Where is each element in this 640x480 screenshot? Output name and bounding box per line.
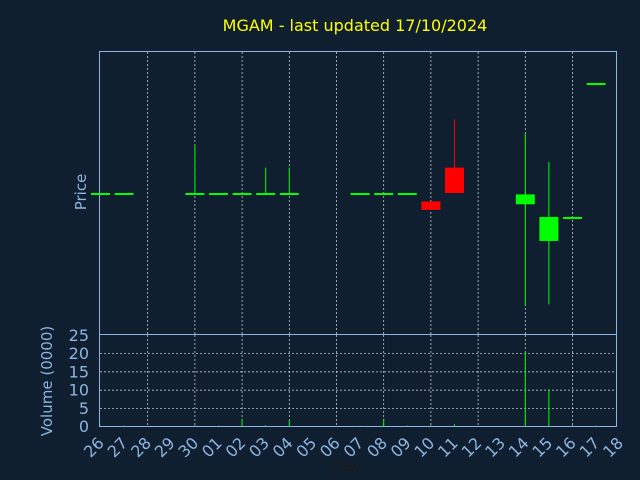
volume-bar: [241, 418, 243, 426]
volume-tick-label: 5: [79, 399, 89, 418]
volume-bar: [524, 351, 526, 426]
price-panel: Price: [72, 51, 617, 335]
volume-axis-label: Volume (0000): [38, 326, 56, 436]
volume-bar: [288, 420, 290, 426]
candles: [91, 83, 606, 306]
candle-body: [374, 193, 394, 195]
volume-bar: [454, 424, 455, 426]
candle-body: [445, 167, 464, 193]
candle-body: [256, 193, 276, 195]
volume-tick-label: 10: [69, 381, 89, 400]
candle-body: [209, 193, 228, 195]
candle-body: [539, 216, 559, 241]
volume-tick-label: 0: [79, 417, 89, 436]
candle-body: [91, 193, 110, 195]
candle-body: [421, 201, 441, 210]
volume-tick-label: 25: [69, 326, 89, 345]
candle-body: [515, 194, 535, 205]
candle-body: [279, 193, 299, 195]
volume-tick-label: 20: [69, 344, 89, 363]
volume-grid: [100, 335, 616, 426]
candle-body: [397, 193, 417, 195]
candle-body: [350, 193, 370, 195]
price-axis-label: Price: [72, 174, 90, 211]
volume-bars: [100, 351, 597, 426]
volume-bar: [383, 418, 385, 426]
volume-frame: [99, 334, 617, 427]
volume-bar: [572, 425, 573, 426]
candle-body: [185, 193, 205, 195]
volume-bar: [430, 425, 432, 426]
candle-body: [563, 216, 582, 219]
volume-tick-label: 15: [69, 362, 89, 381]
candle-body: [232, 193, 252, 195]
volume-bar: [265, 425, 267, 426]
candle-body: [114, 193, 134, 195]
chart-title: MGAM - last updated 17/10/2024: [223, 16, 488, 35]
volume-bar: [548, 389, 550, 426]
volume-bar: [194, 425, 196, 426]
candle-body: [586, 83, 606, 86]
x-axis-label: Day: [332, 457, 362, 475]
